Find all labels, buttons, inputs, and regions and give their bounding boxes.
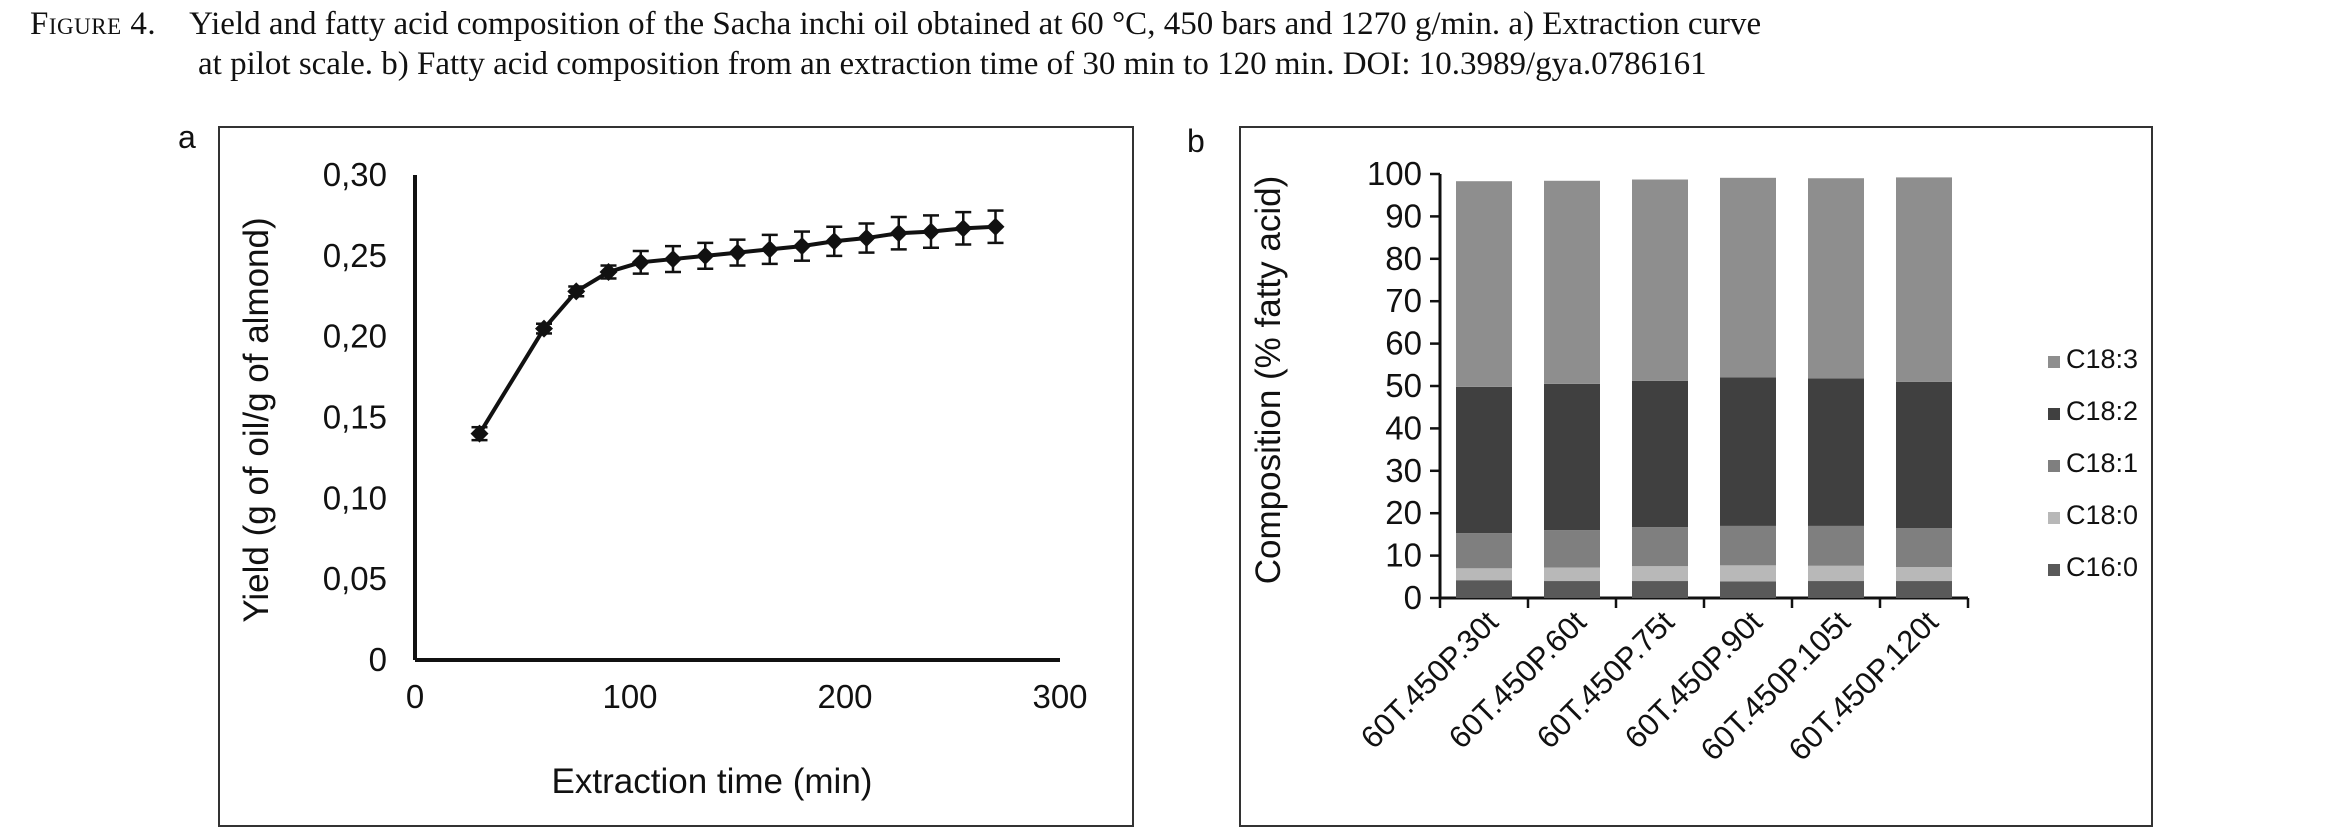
bar-segment-c18-3 — [1808, 178, 1864, 379]
data-point-diamond — [599, 263, 618, 281]
legend-label: C18:0 — [2066, 500, 2138, 530]
bar-segment-c18-2 — [1896, 381, 1952, 529]
y-tick-label: 100 — [1367, 155, 1422, 192]
bar-segment-c16-0 — [1896, 581, 1952, 598]
bar-segment-c18-3 — [1896, 177, 1952, 382]
y-tick-label: 40 — [1385, 409, 1422, 446]
y-tick-label: 70 — [1385, 282, 1422, 319]
bar-segment-c18-2 — [1456, 386, 1512, 534]
y-tick-label: 0,25 — [323, 237, 387, 274]
data-point-diamond — [857, 229, 876, 248]
data-point-diamond — [728, 243, 747, 262]
y-axis-title: Composition (% fatty acid) — [1249, 176, 1288, 584]
y-tick-label: 90 — [1385, 197, 1422, 234]
data-point-diamond — [825, 232, 844, 251]
caption-text-1: Yield and fatty acid composition of the … — [189, 6, 1762, 42]
bar-segment-c16-0 — [1632, 581, 1688, 598]
figure-label: Figure 4. — [30, 6, 157, 42]
y-tick-label: 0,30 — [323, 156, 387, 193]
bar-segment-c18-2 — [1720, 377, 1776, 526]
bar-segment-c16-0 — [1720, 581, 1776, 598]
y-tick-label: 0,10 — [323, 479, 387, 516]
panel-b-label: b — [1187, 123, 1205, 159]
panel-b-plot: 0 10 20 30 40 50 60 70 80 90 100 Composition (% fat… — [1249, 155, 2138, 768]
bar-segment-c18-0 — [1544, 567, 1600, 582]
legend-swatch — [2048, 512, 2060, 524]
panel-a-label: a — [178, 119, 196, 155]
bar-segment-c18-3 — [1544, 180, 1600, 384]
legend-label: C16:0 — [2066, 552, 2138, 582]
legend-swatch — [2048, 356, 2060, 368]
x-axis-title: Extraction time (min) — [552, 762, 873, 801]
caption-line-2: at pilot scale. b) Fatty acid compositio… — [198, 46, 1707, 82]
bar-segment-c18-3 — [1632, 179, 1688, 381]
x-tick-label: 60T.450P.105t — [1694, 604, 1858, 768]
panel-b-frame — [1239, 126, 2153, 827]
y-tick-label: 60 — [1385, 325, 1422, 362]
panel-a-plot: 0 0,05 0,10 0,15 0,20 0,25 0,30 0 100 200 300 Extra… — [237, 156, 1088, 801]
bar-segment-c18-1 — [1808, 525, 1864, 566]
legend-swatch — [2048, 460, 2060, 472]
y-tick-label: 50 — [1385, 367, 1422, 404]
data-point-diamond — [664, 250, 682, 269]
data-point-diamond — [470, 424, 489, 443]
data-point-diamond — [954, 219, 973, 238]
y-tick-label: 0 — [369, 641, 387, 678]
legend-swatch — [2048, 564, 2060, 576]
y-tick-label: 0,20 — [323, 318, 387, 355]
data-point-diamond — [793, 237, 811, 256]
bar-segment-c18-3 — [1456, 181, 1512, 387]
bar-segment-c18-2 — [1632, 380, 1688, 528]
bar-segment-c18-0 — [1808, 565, 1864, 582]
data-point-diamond — [922, 222, 940, 241]
data-point-diamond — [986, 217, 1005, 236]
x-tick-label: 60T.450P.120t — [1782, 604, 1946, 768]
legend-swatch — [2048, 408, 2060, 420]
bar-segment-c18-0 — [1632, 566, 1688, 582]
bar-segment-c18-2 — [1808, 378, 1864, 526]
y-axis-title: Yield (g of oil/g of almond) — [237, 217, 276, 622]
y-tick-label: 0 — [1404, 579, 1422, 616]
bar-segment-c18-0 — [1720, 565, 1776, 582]
y-tick-label: 30 — [1385, 452, 1422, 489]
x-tick-label: 100 — [602, 678, 657, 715]
bar-segment-c18-1 — [1456, 533, 1512, 569]
figure-caption: Figure 4. Yield and fatty acid compositi… — [30, 4, 2320, 84]
y-tick-label: 0,15 — [323, 399, 387, 436]
x-tick-label: 300 — [1032, 678, 1087, 715]
y-tick-label: 10 — [1385, 537, 1422, 574]
bar-segment-c18-0 — [1896, 567, 1952, 582]
panel-a-frame — [218, 126, 1134, 827]
y-tick-label: 20 — [1385, 494, 1422, 531]
y-tick-label: 80 — [1385, 240, 1422, 277]
legend-label: C18:2 — [2066, 396, 2138, 426]
legend-label: C18:3 — [2066, 344, 2138, 374]
bar-segment-c18-0 — [1456, 568, 1512, 581]
data-point-diamond — [889, 224, 908, 243]
bar-segment-c18-1 — [1632, 527, 1688, 567]
x-tick-label: 0 — [406, 678, 424, 715]
data-point-diamond — [535, 319, 553, 338]
bar-segment-c18-1 — [1544, 530, 1600, 568]
x-tick-label: 200 — [817, 678, 872, 715]
bar-segment-c18-2 — [1544, 383, 1600, 531]
data-point-diamond — [696, 246, 715, 265]
series-line — [477, 224, 996, 435]
data-point-diamond — [567, 282, 586, 301]
bar-segment-c16-0 — [1456, 580, 1512, 598]
bar-segment-c16-0 — [1544, 581, 1600, 598]
data-point-diamond — [631, 253, 650, 272]
bar-segment-c18-3 — [1720, 177, 1776, 378]
caption-line-1: Figure 4. Yield and fatty acid compositi… — [30, 4, 2320, 44]
legend-label: C18:1 — [2066, 448, 2138, 478]
data-point-diamond — [760, 240, 779, 259]
bar-segment-c18-1 — [1720, 525, 1776, 566]
bar-segment-c16-0 — [1808, 581, 1864, 598]
bar-segment-c18-1 — [1896, 528, 1952, 568]
y-tick-label: 0,05 — [323, 560, 387, 597]
